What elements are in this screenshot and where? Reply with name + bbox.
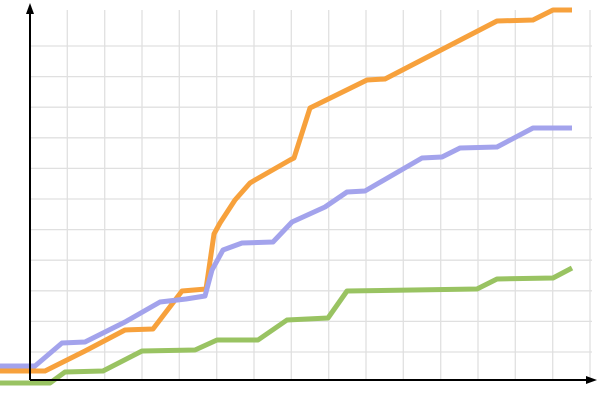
series-group [0, 7, 574, 386]
gridlines-group [30, 10, 592, 380]
axes-group [26, 3, 597, 384]
series-line-green [0, 265, 574, 386]
series-line-orange [0, 7, 572, 374]
y-axis-arrowhead [26, 3, 34, 14]
series-line-purple [0, 125, 572, 369]
x-axis-arrowhead [586, 376, 597, 384]
